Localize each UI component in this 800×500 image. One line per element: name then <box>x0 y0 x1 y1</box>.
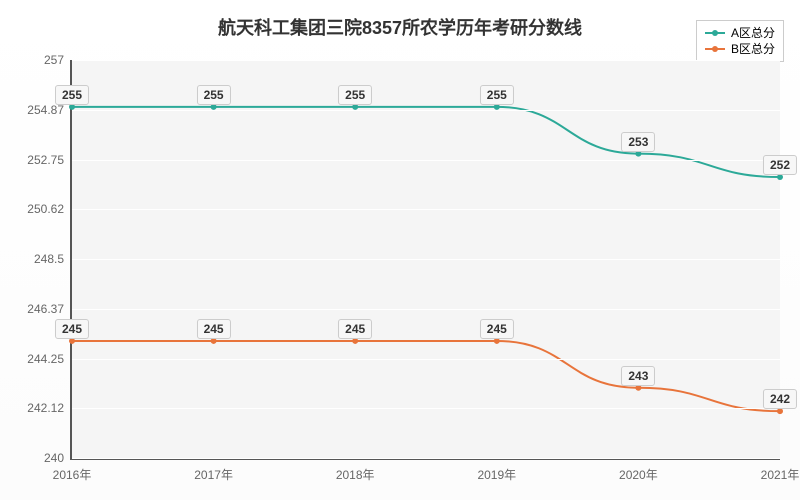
data-label: 245 <box>55 319 89 339</box>
data-label: 255 <box>480 85 514 105</box>
gridline-h <box>72 309 780 310</box>
y-tick-label: 252.75 <box>27 153 72 167</box>
data-label: 253 <box>621 132 655 152</box>
series-line <box>72 341 780 411</box>
y-tick-label: 244.25 <box>27 352 72 366</box>
legend-item: A区总分 <box>705 25 775 41</box>
gridline-h <box>72 160 780 161</box>
x-tick-label: 2020年 <box>619 458 658 483</box>
gridline-h <box>72 209 780 210</box>
y-tick-label: 254.87 <box>27 103 72 117</box>
series-line <box>72 107 780 177</box>
data-label: 245 <box>197 319 231 339</box>
y-tick-label: 246.37 <box>27 302 72 316</box>
legend-item: B区总分 <box>705 41 775 57</box>
data-label: 245 <box>480 319 514 339</box>
gridline-h <box>72 259 780 260</box>
data-label: 245 <box>338 319 372 339</box>
data-label: 252 <box>763 155 797 175</box>
data-label: 255 <box>338 85 372 105</box>
gridline-h <box>72 110 780 111</box>
gridline-h <box>72 408 780 409</box>
gridline-h <box>72 458 780 459</box>
data-label: 242 <box>763 389 797 409</box>
data-label: 255 <box>197 85 231 105</box>
x-tick-label: 2018年 <box>336 458 375 483</box>
gridline-h <box>72 60 780 61</box>
x-tick-label: 2019年 <box>477 458 516 483</box>
legend-label: B区总分 <box>731 41 775 57</box>
y-tick-label: 250.62 <box>27 202 72 216</box>
legend-label: A区总分 <box>731 25 775 41</box>
chart-container: 航天科工集团三院8357所农学历年考研分数线 A区总分 B区总分 240242.… <box>0 0 800 500</box>
plot-area: 240242.12244.25246.37248.5250.62252.7525… <box>70 60 780 460</box>
legend: A区总分 B区总分 <box>696 20 784 62</box>
gridline-h <box>72 359 780 360</box>
x-tick-label: 2016年 <box>53 458 92 483</box>
x-tick-label: 2021年 <box>761 458 800 483</box>
legend-swatch-a <box>705 32 725 34</box>
y-tick-label: 242.12 <box>27 401 72 415</box>
y-tick-label: 248.5 <box>34 252 72 266</box>
chart-title: 航天科工集团三院8357所农学历年考研分数线 <box>218 14 582 40</box>
legend-swatch-b <box>705 48 725 50</box>
y-tick-label: 257 <box>44 53 72 67</box>
data-label: 255 <box>55 85 89 105</box>
x-tick-label: 2017年 <box>194 458 233 483</box>
data-label: 243 <box>621 366 655 386</box>
